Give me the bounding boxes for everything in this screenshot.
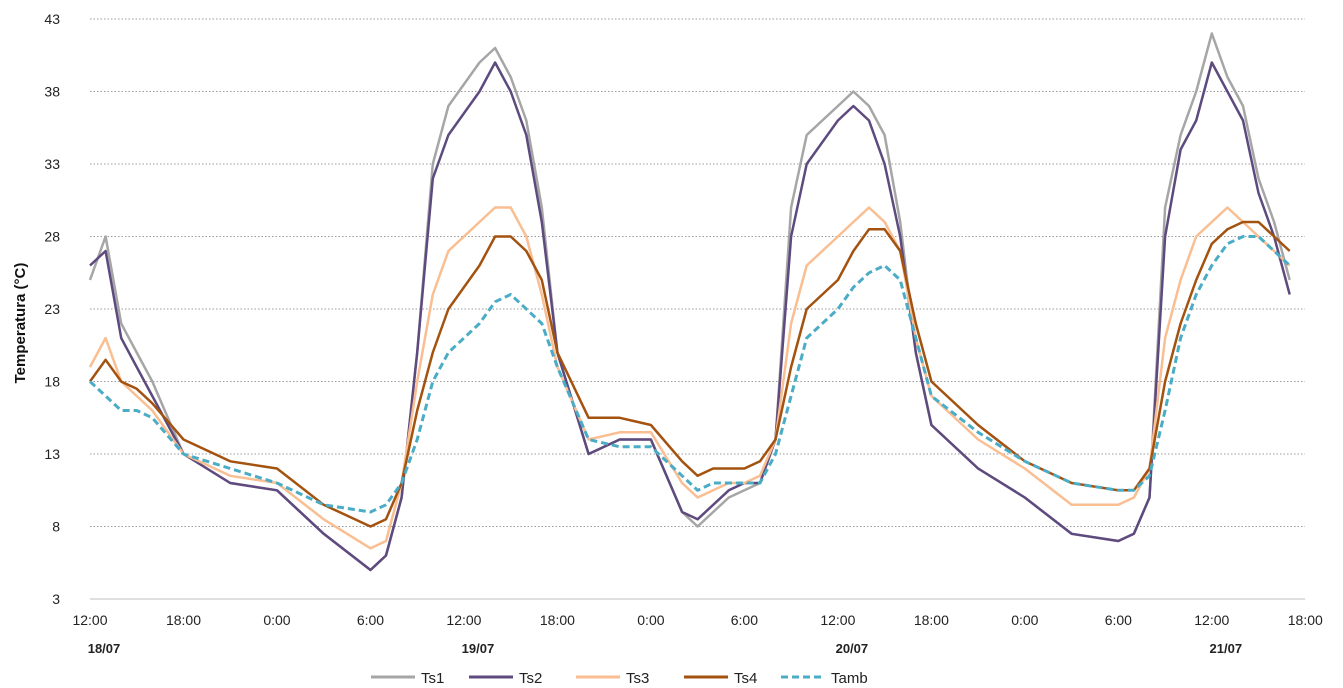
x-tick-label: 6:00	[731, 612, 758, 628]
y-tick-label: 8	[52, 519, 60, 535]
x-tick-label: 0:00	[637, 612, 664, 628]
series-line-ts4	[88, 220, 1291, 528]
series-line-tamb	[88, 235, 1291, 514]
legend-label-ts2: Ts2	[519, 670, 542, 687]
y-axis-label: Temperatura (°C)	[12, 263, 29, 384]
y-tick-label: 38	[44, 84, 60, 100]
series-line-ts2	[89, 61, 1291, 572]
x-tick-label: 12:00	[72, 612, 107, 628]
legend-label-ts4: Ts4	[734, 670, 757, 687]
date-label: 20/07	[836, 641, 869, 656]
series-lines	[88, 32, 1291, 572]
legend-label-tamb: Tamb	[831, 670, 868, 687]
y-tick-label: 28	[44, 229, 60, 245]
x-tick-labels: 12:00 18:00 0:00 6:00 12:00 18:00 0:00 6:00 12:0…	[72, 612, 1323, 628]
y-tick-label: 13	[44, 446, 60, 462]
x-tick-label: 18:00	[540, 612, 575, 628]
y-tick-label: 23	[44, 301, 60, 317]
y-tick-label: 33	[44, 156, 60, 172]
x-tick-label: 12:00	[820, 612, 855, 628]
y-tick-label: 43	[44, 11, 60, 27]
x-tick-label: 12:00	[1194, 612, 1229, 628]
legend: Ts1 Ts2 Ts3 Ts4 Tamb	[371, 670, 868, 687]
legend-label-ts3: Ts3	[626, 670, 649, 687]
x-tick-label: 6:00	[357, 612, 384, 628]
x-tick-label: 12:00	[446, 612, 481, 628]
date-labels: 18/07 19/07 20/07 21/07	[88, 641, 1242, 656]
grid-lines	[90, 18, 1305, 527]
y-tick-label: 3	[52, 591, 60, 607]
x-tick-label: 6:00	[1105, 612, 1132, 628]
date-label: 21/07	[1210, 641, 1243, 656]
x-tick-label: 0:00	[263, 612, 290, 628]
date-label: 19/07	[462, 641, 495, 656]
x-tick-label: 18:00	[914, 612, 949, 628]
series-line-ts3	[88, 206, 1291, 550]
x-tick-label: 18:00	[166, 612, 201, 628]
x-tick-label: 0:00	[1011, 612, 1038, 628]
legend-label-ts1: Ts1	[421, 670, 444, 687]
y-tick-label: 18	[44, 374, 60, 390]
x-tick-label: 18:00	[1288, 612, 1323, 628]
date-label: 18/07	[88, 641, 121, 656]
